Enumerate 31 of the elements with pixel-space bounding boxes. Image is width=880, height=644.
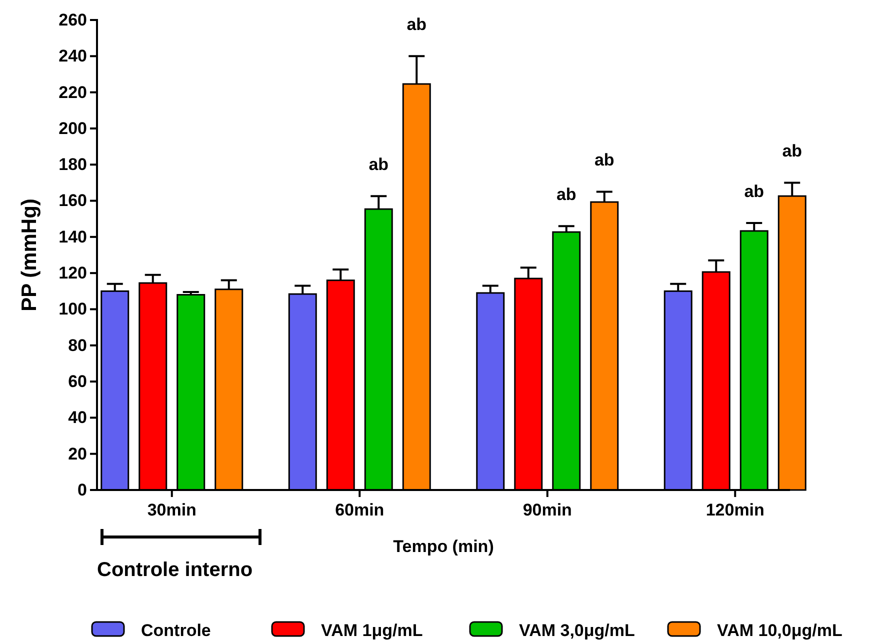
legend-label: VAM 1μg/mL xyxy=(321,621,423,640)
annotation: ab xyxy=(406,15,427,34)
annotation: ab xyxy=(782,142,802,161)
annotation: ab xyxy=(594,150,614,170)
annotation: ab xyxy=(368,155,389,174)
y-tick-label: 240 xyxy=(58,46,87,66)
y-tick-label: 220 xyxy=(58,82,87,102)
annotation: ab xyxy=(556,185,576,204)
y-tick-label: 80 xyxy=(68,336,87,355)
y-tick-label: 60 xyxy=(68,372,87,391)
legend-label: Controle xyxy=(141,621,211,640)
y-tick-label: 120 xyxy=(58,264,87,283)
y-tick-label: 180 xyxy=(58,155,87,174)
y-tick-label: 0 xyxy=(78,480,87,500)
y-axis-title: PP (mmHg) xyxy=(18,198,41,312)
annotation: ab xyxy=(744,182,764,202)
legend-label: VAM 10,0μg/mL xyxy=(717,621,842,640)
y-tick-label: 200 xyxy=(58,118,87,138)
y-tick-label: 160 xyxy=(58,191,87,210)
x-tick-label: 120min xyxy=(706,500,764,520)
x-axis-title: Tempo (min) xyxy=(393,537,494,556)
y-tick-label: 140 xyxy=(58,227,87,246)
x-tick-label: 90min xyxy=(522,500,572,520)
legend-label: VAM 3,0μg/mL xyxy=(519,621,635,640)
x-tick-label: 60min xyxy=(335,500,384,520)
y-tick-label: 100 xyxy=(58,300,87,319)
text: Controle interno xyxy=(97,559,253,581)
y-tick-label: 260 xyxy=(58,10,87,30)
y-tick-label: 40 xyxy=(68,408,87,428)
y-tick-label: 20 xyxy=(68,444,87,464)
x-tick-label: 30min xyxy=(147,500,196,520)
